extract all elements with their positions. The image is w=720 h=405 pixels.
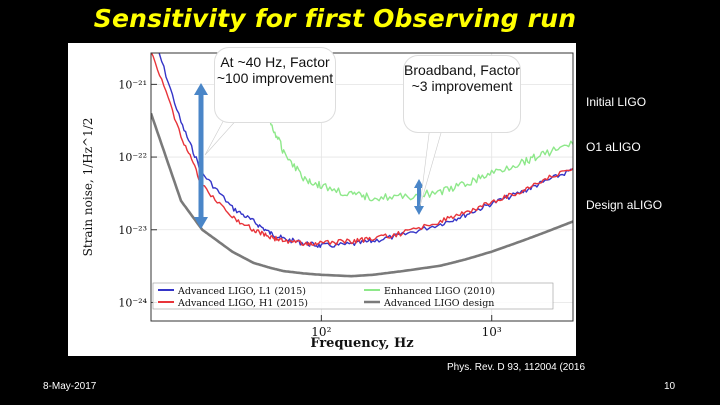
callout-low-frequency: At ~40 Hz, Factor ~100 improvement [215, 48, 335, 122]
plot-area-border [150, 52, 574, 322]
y-axis-label: Strain noise, 1/Hz^1/2 [81, 118, 95, 257]
arrow-broadband-head-top [414, 179, 424, 188]
sensitivity-chart-svg: 10² 10³ 10⁻²⁴ 10⁻²³ 10⁻²² 10⁻²¹ Advanced LIGO… [81, 52, 574, 351]
x-tick-label: 10² [311, 325, 331, 339]
slide-title: Sensitivity for first Observing run [93, 4, 577, 33]
side-label-design-aligo: Design aLIGO [586, 198, 663, 212]
chart-series-layer [151, 53, 573, 278]
side-label-o1-aligo: O1 aLIGO [586, 140, 641, 154]
series-line-h1 [151, 53, 573, 247]
legend-box [152, 282, 554, 310]
legend-entry-design: Advanced LIGO design [383, 298, 494, 309]
arrow-broadband [414, 179, 424, 215]
y-tick-label: 10⁻²³ [118, 224, 147, 237]
arrow-low-frequency-head-bottom [194, 217, 208, 229]
y-tick-label: 10⁻²¹ [118, 78, 147, 91]
legend-entry-enhanced: Enhanced LIGO (2010) [384, 286, 495, 297]
x-tick-label: 10³ [482, 325, 502, 339]
y-tick-label: 10⁻²² [118, 151, 147, 164]
side-label-initial-ligo: Initial LIGO [586, 95, 647, 109]
citation-reference: Phys. Rev. D 93, 112004 (2016 [447, 362, 586, 373]
y-tick-label: 10⁻²⁴ [118, 296, 147, 309]
series-line-design [151, 112, 573, 278]
series-line-enhanced [252, 61, 573, 202]
chart-legend: Advanced LIGO, L1 (2015) Advanced LIGO, … [152, 282, 554, 310]
legend-entry-l1: Advanced LIGO, L1 (2015) [177, 286, 306, 297]
x-axis-label: Frequency, Hz [310, 336, 413, 351]
callout-broadband: Broadband, Factor ~3 improvement [404, 56, 520, 132]
arrow-low-frequency-head-top [194, 83, 208, 95]
footer-date: 8-May-2017 [43, 381, 97, 392]
arrow-broadband-head-bottom [414, 206, 424, 215]
footer-page-number: 10 [664, 381, 676, 392]
arrow-low-frequency [194, 83, 208, 229]
legend-entry-h1: Advanced LIGO, H1 (2015) [177, 298, 308, 309]
chart-ticks: 10² 10³ 10⁻²⁴ 10⁻²³ 10⁻²² 10⁻²¹ [118, 78, 502, 339]
